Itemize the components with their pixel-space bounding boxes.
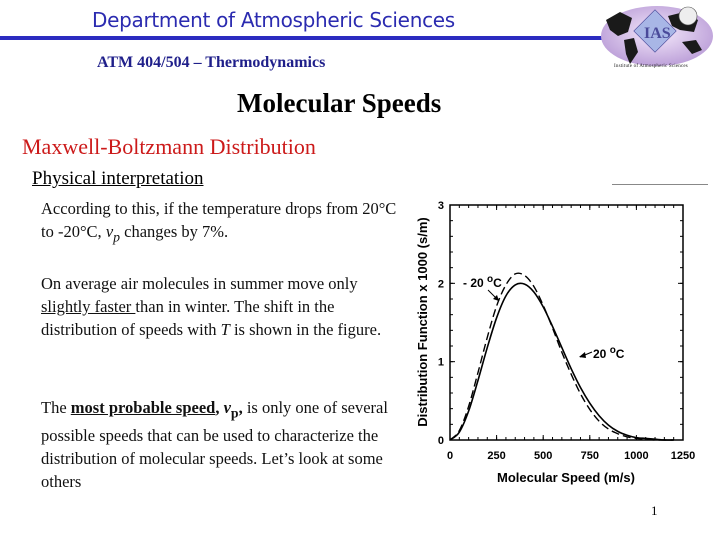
paragraph-summer-winter: On average air molecules in summer move … <box>41 272 401 341</box>
svg-text:3: 3 <box>438 200 444 212</box>
para2-text-mid: than in winter. The shift in the distrib… <box>41 297 335 339</box>
page-number: 1 <box>651 503 658 518</box>
y-axis-label: Distribution Function x 1000 (s/m) <box>415 217 430 426</box>
temperature-variable: T <box>220 320 230 339</box>
vp-variable: v <box>105 222 114 241</box>
header-rule <box>0 36 610 40</box>
x-axis-label: Molecular Speed (m/s) <box>497 470 635 485</box>
svg-text:IAS: IAS <box>644 25 671 42</box>
vp-subscript: p <box>113 229 121 245</box>
svg-text:1: 1 <box>438 357 444 369</box>
annotation-minus-20c: - 20 oC <box>463 274 502 290</box>
axis-ticks <box>449 204 684 441</box>
vp-subscript: p <box>230 405 239 421</box>
para1-text: According to this, if the temperature dr… <box>41 199 397 241</box>
para3-text-end: is only one of several possible speeds t… <box>41 398 388 492</box>
comma: , <box>215 398 224 417</box>
logo-caption: Institute of Atmospheric Sciences <box>614 64 688 69</box>
slide-subtitle: Maxwell-Boltzmann Distribution <box>22 134 316 159</box>
annotation-20c: 20 oC <box>593 345 625 361</box>
y-tick-labels: 0 1 2 3 <box>438 200 444 447</box>
curve-minus-20c-dashed <box>449 272 674 441</box>
svg-text:250: 250 <box>487 450 505 462</box>
svg-text:1250: 1250 <box>671 450 695 462</box>
slightly-faster-emphasis: slightly faster <box>41 297 136 316</box>
para2-text: On average air molecules in summer move … <box>41 274 358 293</box>
slide-title: Molecular Speeds <box>237 88 442 118</box>
plot-frame <box>449 204 684 441</box>
svg-text:750: 750 <box>581 450 599 462</box>
svg-text:0: 0 <box>438 435 444 447</box>
decorative-line <box>612 184 708 185</box>
svg-text:500: 500 <box>534 450 552 462</box>
subheading: Physical interpretation <box>32 168 204 189</box>
comma: , <box>238 398 243 417</box>
department-header: Department of Atmospheric Sciences <box>92 8 455 32</box>
curve-20c-solid <box>449 282 674 441</box>
x-tick-labels: 0 250 500 750 1000 1250 <box>447 450 695 462</box>
para1-text-end: changes by 7%. <box>120 222 229 241</box>
arrowhead-icon <box>493 295 499 301</box>
most-probable-speed-term: most probable speed <box>70 398 216 417</box>
para3-text: The <box>41 398 71 417</box>
paragraph-temperature-drop: According to this, if the temperature dr… <box>41 197 401 248</box>
vp-variable: v <box>223 398 231 417</box>
arrowhead-icon <box>579 352 586 358</box>
course-title: ATM 404/504 – Thermodynamics <box>97 54 326 71</box>
maxwell-boltzmann-chart: 0 1 2 3 0 250 500 750 1000 1250 Molecular Speed … <box>415 200 695 485</box>
svg-text:0: 0 <box>447 450 453 462</box>
para2-text-end: is shown in the figure. <box>229 320 382 339</box>
svg-text:1000: 1000 <box>624 450 648 462</box>
ias-logo: IAS <box>601 6 713 66</box>
svg-text:2: 2 <box>438 278 444 290</box>
paragraph-most-probable-speed: The most probable speed, vp, is only one… <box>41 396 401 493</box>
